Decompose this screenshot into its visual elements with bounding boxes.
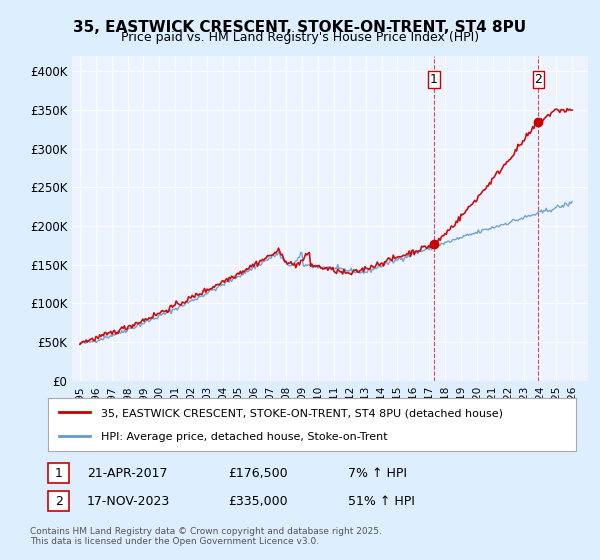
Text: 2: 2 xyxy=(535,73,542,86)
Text: 35, EASTWICK CRESCENT, STOKE-ON-TRENT, ST4 8PU: 35, EASTWICK CRESCENT, STOKE-ON-TRENT, S… xyxy=(73,20,527,35)
Text: 1: 1 xyxy=(430,73,438,86)
Text: 7% ↑ HPI: 7% ↑ HPI xyxy=(348,466,407,480)
Text: 17-NOV-2023: 17-NOV-2023 xyxy=(87,494,170,508)
Text: HPI: Average price, detached house, Stoke-on-Trent: HPI: Average price, detached house, Stok… xyxy=(101,432,388,442)
Text: £335,000: £335,000 xyxy=(228,494,287,508)
Text: 51% ↑ HPI: 51% ↑ HPI xyxy=(348,494,415,508)
Text: 1: 1 xyxy=(55,466,63,480)
Text: Price paid vs. HM Land Registry's House Price Index (HPI): Price paid vs. HM Land Registry's House … xyxy=(121,31,479,44)
Text: 21-APR-2017: 21-APR-2017 xyxy=(87,466,167,480)
Text: £176,500: £176,500 xyxy=(228,466,287,480)
Text: 35, EASTWICK CRESCENT, STOKE-ON-TRENT, ST4 8PU (detached house): 35, EASTWICK CRESCENT, STOKE-ON-TRENT, S… xyxy=(101,409,503,418)
Text: 2: 2 xyxy=(55,494,63,508)
Text: Contains HM Land Registry data © Crown copyright and database right 2025.
This d: Contains HM Land Registry data © Crown c… xyxy=(30,526,382,546)
